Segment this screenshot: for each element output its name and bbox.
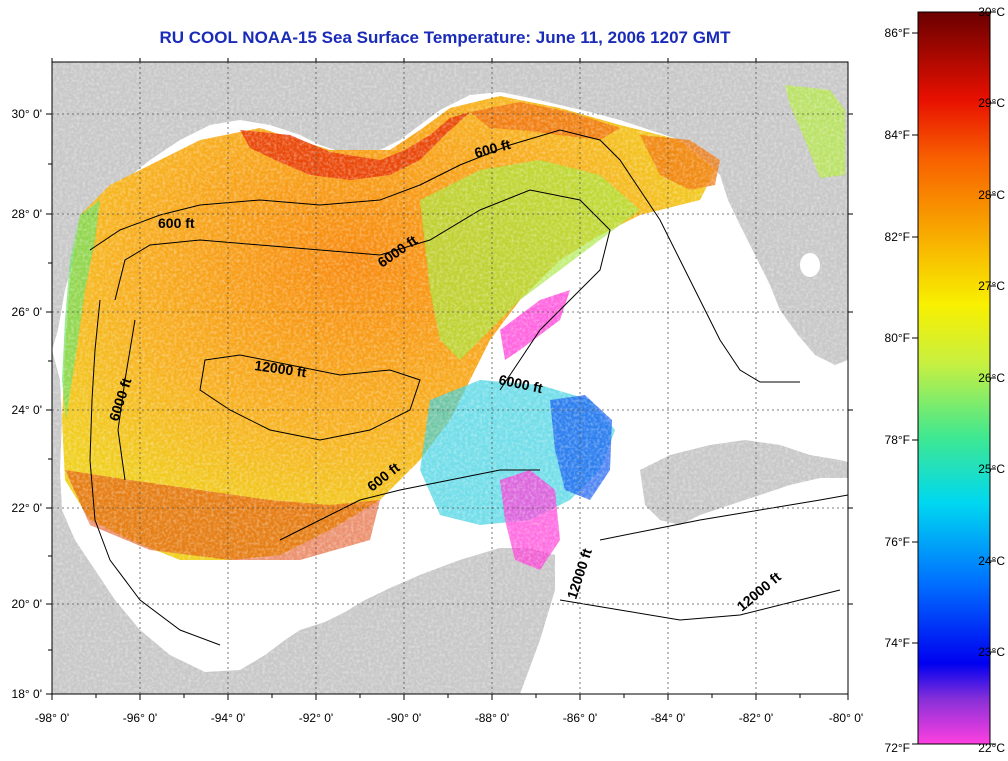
lake-okeechobee [800,253,820,277]
cb-f-76: 76°F [885,535,910,549]
contour-600ft-west [89,299,221,646]
lat-label-20: 20° 0' [12,597,42,611]
cb-c-25: 25°C [978,462,1005,476]
map-area [52,62,848,694]
cb-c-26: 26°C [978,371,1005,385]
lon-label-88: -88° 0' [475,711,509,725]
contour-12000ft [199,354,421,441]
colorbar: 86°F 84°F 82°F 80°F 78°F 76°F 74°F 72°F … [885,5,1006,755]
lon-label-84: -84° 0' [651,711,685,725]
contour-cuba-south [599,494,848,541]
cb-c-23: 23°C [978,645,1005,659]
map-frame [51,61,849,695]
lat-label-26: 26° 0' [12,305,42,319]
cb-c-28: 28°C [978,188,1005,202]
contour-6000ft-west [117,319,136,481]
cb-f-86: 86°F [885,26,910,40]
lat-label-18: 18° 0' [12,687,42,701]
map-title: RU COOL NOAA-15 Sea Surface Temperature:… [159,28,731,47]
cb-f-74: 74°F [885,636,910,650]
bathymetry-contours [89,129,848,646]
cb-f-82: 82°F [885,230,910,244]
contour-600ft-yucatan [279,469,540,541]
cb-c-29: 29°C [978,96,1005,110]
contour-6000ft [114,189,611,391]
lon-label-82: -82° 0' [739,711,773,725]
lon-label-86: -86° 0' [563,711,597,725]
lat-label-22: 22° 0' [12,501,42,515]
axis-ticks [46,58,853,700]
lat-label-30: 30° 0' [12,107,42,121]
lon-label-92: -92° 0' [299,711,333,725]
contour-label-12000ft-center: 12000 ft [254,357,308,380]
cb-f-84: 84°F [885,128,910,142]
latitude-labels: 30° 0' 28° 0' 26° 0' 24° 0' 22° 0' 20° 0… [12,107,42,701]
lon-label-96: -96° 0' [123,711,157,725]
cb-f-78: 78°F [885,433,910,447]
contour-caribbean [559,589,841,621]
lon-label-94: -94° 0' [211,711,245,725]
lat-label-28: 28° 0' [12,207,42,221]
colorbar-gradient [917,11,991,745]
lon-label-80: -80° 0' [829,711,863,725]
cb-c-27: 27°C [978,279,1005,293]
lon-label-90: -90° 0' [387,711,421,725]
cb-f-72: 72°F [885,741,910,755]
lon-label-98: -98° 0' [35,711,69,725]
contour-label-600ft-west: 600 ft [158,215,195,231]
cb-c-24: 24°C [978,554,1005,568]
contour-600ft-north [89,129,800,383]
graticule [52,62,848,694]
colorbar-celsius-labels: 30°C 29°C 28°C 27°C 26°C 25°C 24°C 23°C … [978,5,1005,755]
cb-f-80: 80°F [885,331,910,345]
colorbar-fahrenheit-labels: 86°F 84°F 82°F 80°F 78°F 76°F 74°F 72°F [885,26,910,755]
cb-c-30: 30°C [978,5,1005,19]
lat-label-24: 24° 0' [12,403,42,417]
longitude-labels: -98° 0' -96° 0' -94° 0' -92° 0' -90° 0' … [35,711,863,725]
cb-c-22: 22°C [978,741,1005,755]
